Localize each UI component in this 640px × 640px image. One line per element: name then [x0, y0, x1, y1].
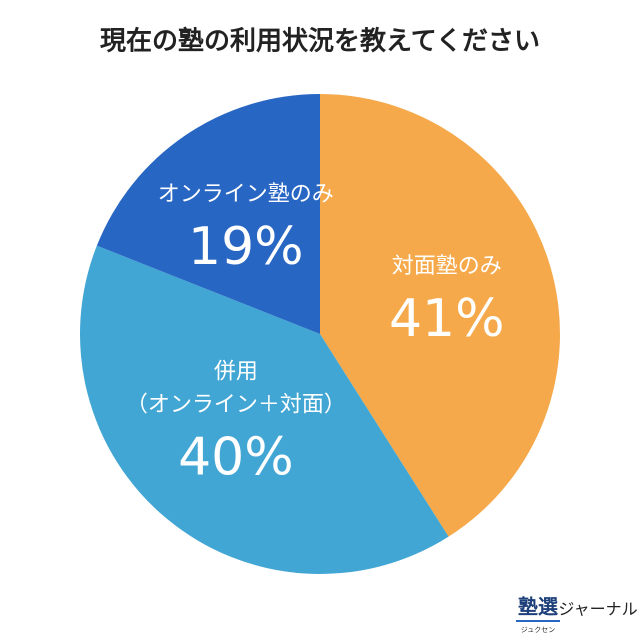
- category-label: オンライン塾のみ: [158, 182, 334, 207]
- value-label: 19%: [188, 217, 304, 277]
- pie: [79, 94, 560, 575]
- logo: 塾選 ジュクセン ジャーナル: [516, 595, 638, 634]
- pie-slice: [79, 245, 449, 575]
- logo-underline: [516, 620, 560, 622]
- labels: 41% 対面塾のみ 40% 併用（オンライン＋対面） 19% オンライン塾のみ: [126, 182, 505, 488]
- logo-reading: ジュクセン: [521, 626, 556, 634]
- logo-name: 塾選: [518, 595, 558, 619]
- pie-slice: [320, 94, 560, 537]
- pie-slice: [96, 94, 321, 334]
- value-label: 41%: [389, 289, 505, 349]
- category-label: 対面塾のみ: [392, 254, 502, 279]
- category-label: 併用（オンライン＋対面）: [126, 360, 346, 418]
- value-label: 40%: [178, 428, 294, 488]
- chart-title: 現在の塾の利用状況を教えてください: [100, 26, 540, 57]
- logo-suffix: ジャーナル: [558, 600, 637, 619]
